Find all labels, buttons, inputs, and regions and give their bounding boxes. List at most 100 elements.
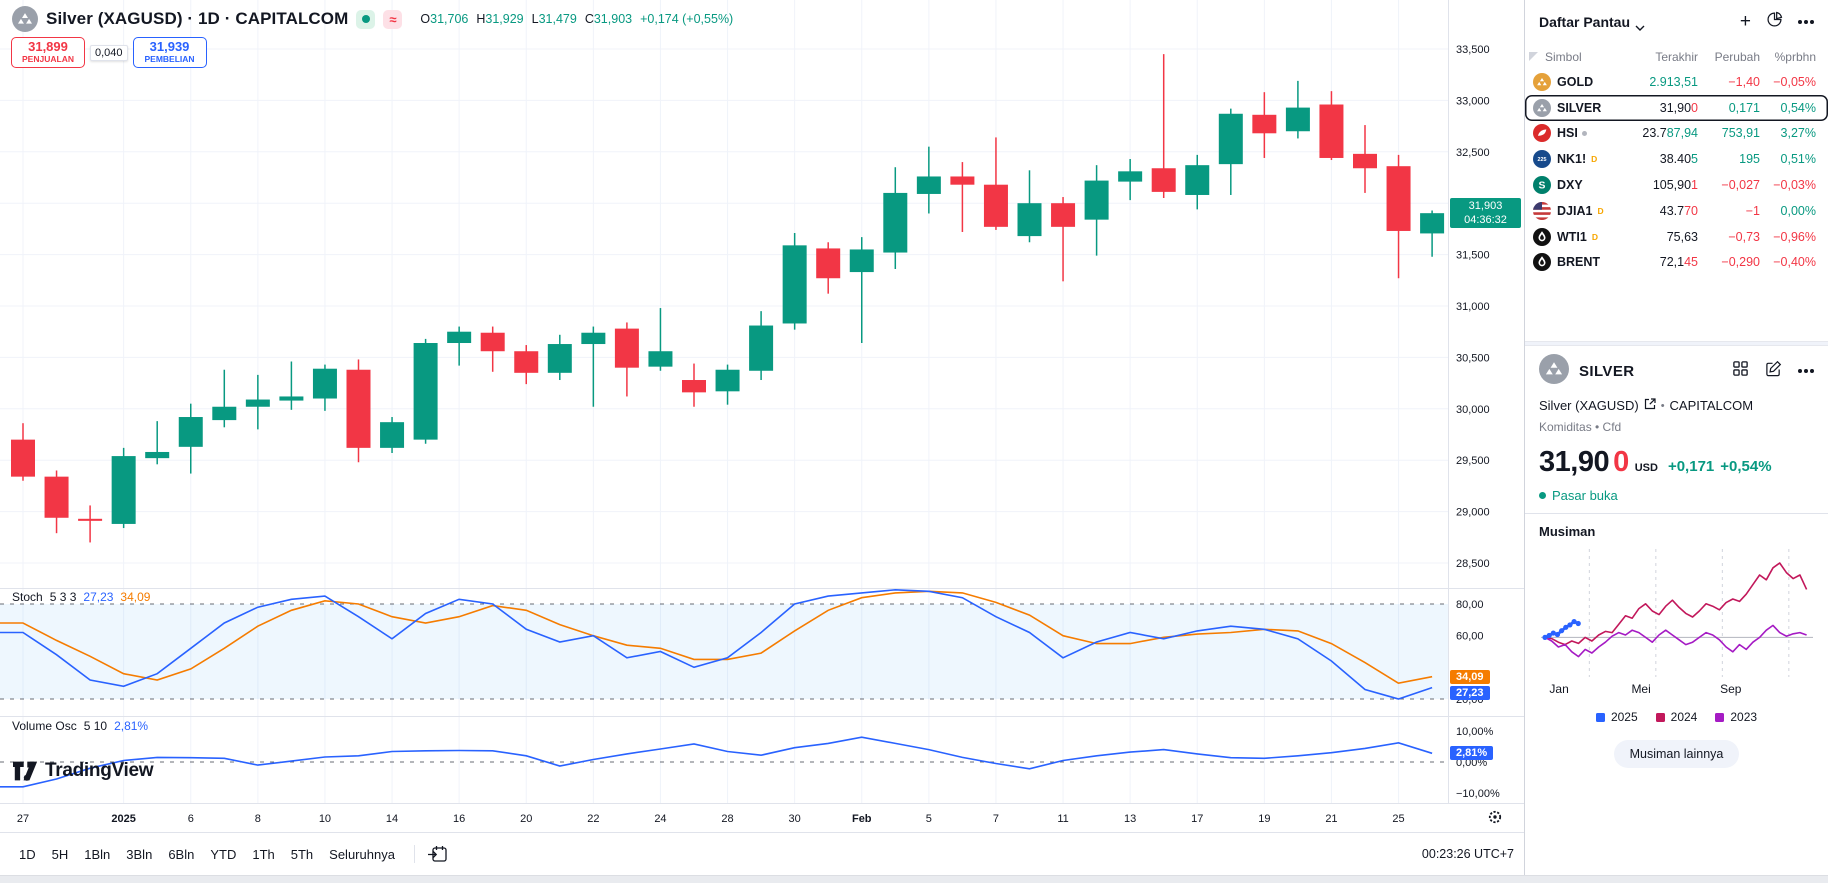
legend-item-2023[interactable]: 2023 [1715,710,1757,724]
tradingview-logo[interactable]: TradingView [13,760,154,782]
add-symbol-icon[interactable]: + [1739,11,1751,32]
watchlist-row-nk1[interactable]: 225 NK1! D 38.405 195 0,51% [1525,146,1828,172]
volume-osc-badge: 2,81% [1450,746,1494,760]
detail-price-main: 31,90 [1539,446,1610,479]
watchlist-more-icon[interactable] [1804,20,1808,24]
ideas-icon[interactable]: ≈ [383,9,403,29]
svg-text:27: 27 [17,813,29,825]
watchlist-row-wti1[interactable]: WTI1 D 75,63 −0,73 −0,96% [1525,224,1828,250]
stoch-k-value: 27,23 [83,590,114,604]
range-button-seluruhnya[interactable]: Seluruhnya [329,846,395,862]
range-button-1th[interactable]: 1Th [252,846,275,862]
buy-button[interactable]: 31,939 PEMBELIAN [132,37,207,68]
range-button-1d[interactable]: 1D [19,846,36,862]
stoch-d-value: 34,09 [120,590,151,604]
seasonal-more-button[interactable]: Musiman lainnya [1613,740,1740,769]
spread-value: 0,040 [90,44,128,61]
svg-text:Sep: Sep [1720,682,1742,696]
watchlist-row-gold[interactable]: GOLD 2.913,51 −1,40 −0,05% [1525,69,1828,95]
axis-settings-icon[interactable] [1486,808,1504,826]
session-clock[interactable]: 00:23:26 UTC+7 [1421,847,1514,861]
open-external-icon[interactable] [1644,398,1656,413]
watchlist-row-brent[interactable]: BRENT 72,145 −0,290 −0,40% [1525,250,1828,276]
seasonal-chart[interactable]: Jan Mei Sep [1539,543,1815,701]
chevron-down-icon[interactable] [1635,18,1645,31]
tradingview-wordmark: TradingView [45,760,154,781]
detail-full-name[interactable]: Silver (XAGUSD) [1539,398,1639,414]
hsi-icon [1533,124,1551,143]
chart-canvas[interactable]: 33,50033,00032,50032,00031,50031,00030,5… [0,0,1524,832]
svg-text:Jan: Jan [1549,682,1568,696]
stoch-k-badge: 27,23 [1450,686,1490,700]
svg-text:10,00%: 10,00% [1456,726,1494,738]
watchlist-row-djia1[interactable]: DJIA1 D 43.770 −1 0,00% [1525,198,1828,224]
svg-text:Mei: Mei [1631,682,1650,696]
market-status: Pasar buka [1539,488,1814,503]
sell-button[interactable]: 31,899 PENJUALAN [11,37,85,68]
edit-note-icon[interactable] [1765,360,1782,382]
last-price: 43.770 [1659,203,1698,218]
symbol-header: Silver (XAGUSD) · 1D · CAPITALCOM ≈ O31,… [12,6,733,32]
svg-text:Feb: Feb [852,813,872,825]
range-button-5h[interactable]: 5H [51,846,69,862]
svg-text:19: 19 [1258,813,1270,825]
legend-item-2024[interactable]: 2024 [1655,710,1697,724]
watchlist-row-hsi[interactable]: HSI 23.787,94 753,91 3,27% [1525,121,1828,147]
svg-text:21: 21 [1325,813,1337,825]
change-value: +0,174 (+0,55%) [640,12,734,26]
svg-text:31,000: 31,000 [1456,301,1490,313]
detail-meta: Komiditas • Cfd [1539,420,1622,435]
change-percent: −0,03% [1773,178,1816,193]
candlestick-layer [11,54,1445,543]
range-button-ytd[interactable]: YTD [210,846,237,862]
high-value: 31,929 [485,12,524,26]
svg-text:80,00: 80,00 [1456,599,1484,611]
svg-text:14: 14 [386,813,398,825]
svg-text:28: 28 [721,813,733,825]
symbol-title[interactable]: Silver (XAGUSD) · 1D · CAPITALCOM [46,9,349,28]
detail-symbol-name[interactable]: SILVER [1579,362,1635,380]
range-button-1bln[interactable]: 1Bln [84,846,111,862]
watchlist-title[interactable]: Daftar Pantau [1539,14,1631,30]
stoch-d-line [0,590,1433,685]
layout-grid-icon[interactable] [1732,360,1749,382]
chart-region[interactable]: 33,50033,00032,50032,00031,50031,00030,5… [0,0,1524,875]
buy-price: 31,939 [149,39,190,54]
svg-text:−10,00%: −10,00% [1456,788,1500,800]
svg-text:7: 7 [993,813,999,825]
change-percent: 0,51% [1780,152,1816,167]
svg-text:17: 17 [1191,813,1203,825]
watchlist-column-headers: Simbol Terakhir Perubah %prbhn [1525,44,1828,69]
silver-icon [1533,98,1551,117]
silver-symbol-icon [12,6,38,32]
svg-text:25: 25 [1392,813,1404,825]
go-to-date-icon[interactable] [427,844,449,864]
heatmap-icon[interactable] [1766,11,1783,33]
svg-text:225: 225 [1538,157,1547,163]
svg-text:28,500: 28,500 [1456,558,1490,570]
range-button-3bln[interactable]: 3Bln [126,846,153,862]
market-open-icon[interactable] [356,9,376,29]
change: −1,40 [1728,74,1760,89]
range-button-6bln[interactable]: 6Bln [168,846,195,862]
svg-text:31,500: 31,500 [1456,250,1490,262]
stoch-band [0,604,1448,699]
watchlist-row-dxy[interactable]: S DXY 105,901 −0,027 −0,03% [1525,172,1828,198]
detail-more-icon[interactable] [1804,369,1808,374]
range-button-5th[interactable]: 5Th [290,846,314,862]
volume-osc-value: 2,81% [114,719,149,733]
legend-item-2025[interactable]: 2025 [1595,710,1638,724]
sell-price: 31,899 [28,39,68,54]
watchlist-rows: GOLD 2.913,51 −1,40 −0,05% SILVER 31,900… [1525,69,1828,275]
watchlist-row-silver[interactable]: SILVER 31,900 0,171 0,54% [1525,95,1828,121]
low-value: 31,479 [538,12,577,26]
volume-osc-indicator-label[interactable]: Volume Osc 5 10 2,81% [12,719,149,733]
seasonal-title: Musiman [1539,524,1596,540]
last-price: 38.405 [1659,152,1698,167]
change: −0,290 [1721,255,1760,270]
stoch-indicator-label[interactable]: Stoch 5 3 3 27,23 34,09 [12,590,151,604]
svg-text:33,500: 33,500 [1456,44,1490,56]
change-percent: −0,96% [1773,229,1816,244]
legend-swatch-icon [1655,712,1665,722]
